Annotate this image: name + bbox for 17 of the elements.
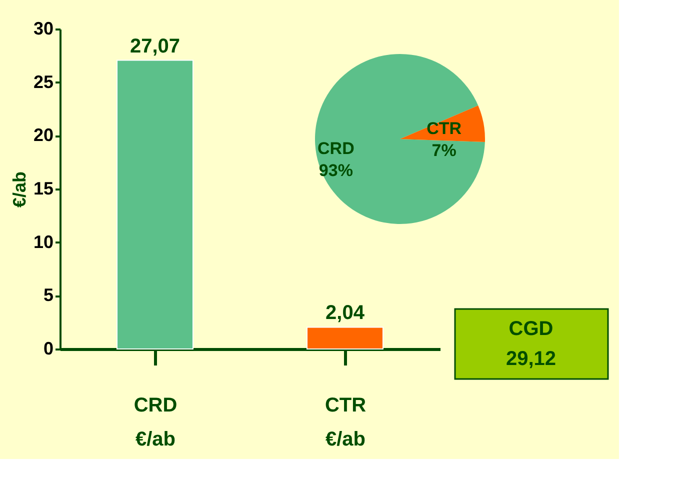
slice-label: CTR xyxy=(426,118,462,138)
y-axis-title: €/ab xyxy=(9,171,30,208)
data-label: 2,04 xyxy=(326,302,366,324)
x-tick-label: CRD €/ab xyxy=(134,394,178,450)
slice-label: CRD xyxy=(318,139,354,158)
y-tick-label: 15 xyxy=(33,178,54,198)
pie-slice xyxy=(315,54,485,224)
y-tick-label: 10 xyxy=(33,232,54,252)
y-tick-label: 20 xyxy=(33,125,54,146)
y-tick-label: 25 xyxy=(33,72,54,92)
text: CGD 29,12 xyxy=(506,318,556,370)
x-tick-label: CTR €/ab xyxy=(324,394,367,450)
y-tick-label: 5 xyxy=(43,285,54,306)
data-label: 27,07 xyxy=(130,35,180,58)
y-tick-label: 30 xyxy=(33,18,54,38)
y-tick-label: 0 xyxy=(43,338,54,358)
data-label: 7% xyxy=(432,140,456,160)
